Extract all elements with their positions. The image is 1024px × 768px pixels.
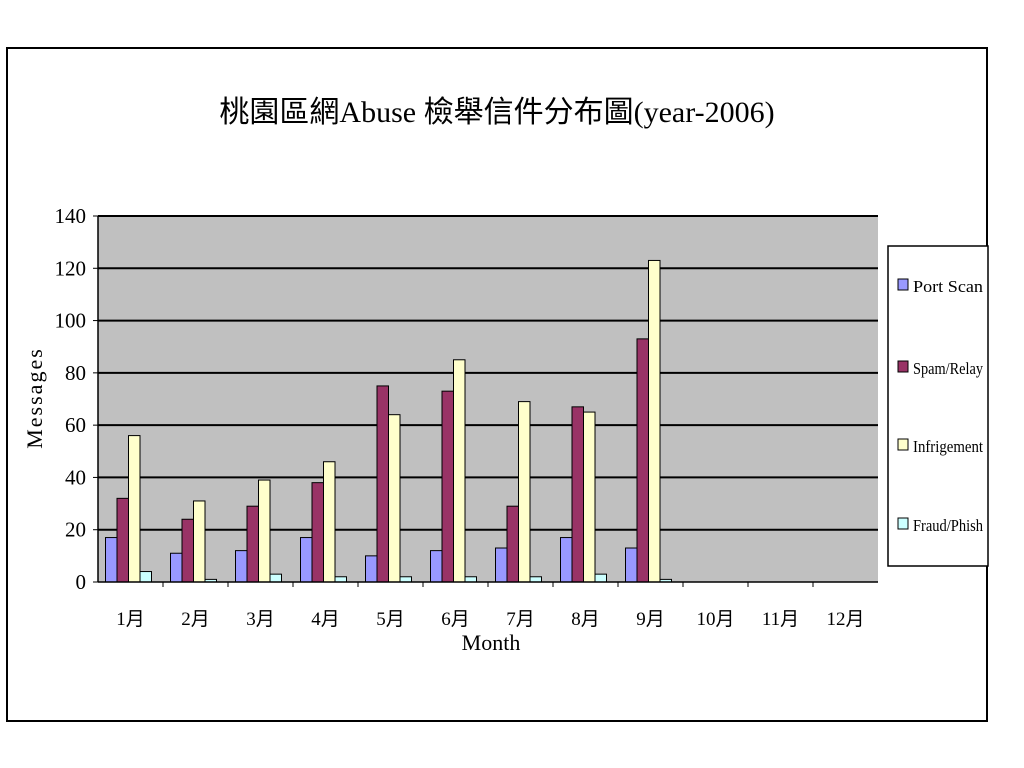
- bars: [105, 259, 672, 583]
- y-tick-label: 140: [55, 204, 87, 228]
- x-tick-label: 9月: [636, 609, 665, 630]
- x-tick-label: 3月: [246, 609, 275, 630]
- x-tick-label: 6月: [441, 609, 470, 630]
- y-tick-label: 100: [55, 309, 87, 333]
- bar: [116, 497, 129, 583]
- legend-swatch: [897, 517, 909, 530]
- legend-label: Port Scan: [913, 277, 984, 296]
- legend-swatch: [897, 438, 909, 451]
- x-tick-label: 12月: [826, 609, 864, 630]
- bar: [441, 390, 454, 583]
- x-tick-label: 2月: [181, 609, 210, 630]
- y-axis-label: Messages: [22, 347, 47, 449]
- y-tick-label: 20: [65, 518, 86, 542]
- y-tick-label: 40: [65, 465, 86, 489]
- bar: [625, 547, 638, 583]
- bar: [571, 406, 584, 583]
- bar: [246, 505, 259, 583]
- bar: [529, 576, 542, 583]
- bar: [311, 482, 324, 583]
- bar: [388, 414, 401, 583]
- legend: Port Scan Spam/Relay Infrigement Fraud/Phis…: [887, 245, 989, 567]
- legend-box: [887, 245, 989, 567]
- y-tick-label: 80: [65, 361, 86, 385]
- bar: [365, 555, 378, 583]
- bar: [583, 411, 596, 583]
- bar: [636, 338, 649, 583]
- y-tick-labels: 0 20 40 60 80 100 120 140: [55, 204, 87, 594]
- x-tick-label: 7月: [506, 609, 535, 630]
- x-tick-label: 4月: [311, 609, 340, 630]
- bar: [139, 571, 152, 583]
- bar: [323, 461, 336, 583]
- x-tick-label: 11月: [762, 609, 799, 630]
- bar: [399, 576, 412, 583]
- legend-label: Spam/Relay: [913, 359, 983, 378]
- bar: [300, 537, 313, 583]
- plot-area: [98, 216, 878, 582]
- bar: [128, 435, 141, 583]
- y-tick-label: 0: [76, 570, 87, 594]
- x-tick-label: 1月: [116, 609, 145, 630]
- bar: [269, 573, 282, 583]
- bar: [170, 552, 183, 583]
- x-tick-labels: 1月 2月 3月 4月 5月 6月 7月 8月 9月 10月 11月 12月: [116, 609, 864, 630]
- bar: [648, 259, 661, 583]
- bar: [518, 401, 531, 583]
- chart-title: 桃園區網Abuse 檢舉信件分布圖(year-2006): [219, 96, 774, 129]
- bar: [506, 505, 519, 583]
- bar: [464, 576, 477, 583]
- y-tick-label: 60: [65, 413, 86, 437]
- bar: [560, 537, 573, 583]
- bar: [430, 550, 443, 583]
- bar: [334, 576, 347, 583]
- bar: [181, 518, 194, 583]
- x-tick-label: 10月: [696, 609, 734, 630]
- bar: [193, 500, 206, 583]
- legend-swatch: [897, 360, 909, 373]
- bar: [235, 550, 248, 583]
- bar: [453, 359, 466, 583]
- y-tick-label: 120: [55, 256, 87, 280]
- x-tick-label: 5月: [376, 609, 405, 630]
- x-axis-label: Month: [462, 630, 521, 655]
- axes: [97, 216, 878, 587]
- gridlines: [93, 215, 878, 583]
- bar: [376, 385, 389, 583]
- bar: [105, 537, 118, 583]
- x-tick-label: 8月: [571, 609, 600, 630]
- bar: [594, 573, 607, 583]
- legend-label: Fraud/Phish: [913, 516, 983, 535]
- legend-swatch: [897, 278, 909, 291]
- legend-label: Infrigement: [913, 437, 983, 456]
- bar: [495, 547, 508, 583]
- bar: [258, 479, 271, 583]
